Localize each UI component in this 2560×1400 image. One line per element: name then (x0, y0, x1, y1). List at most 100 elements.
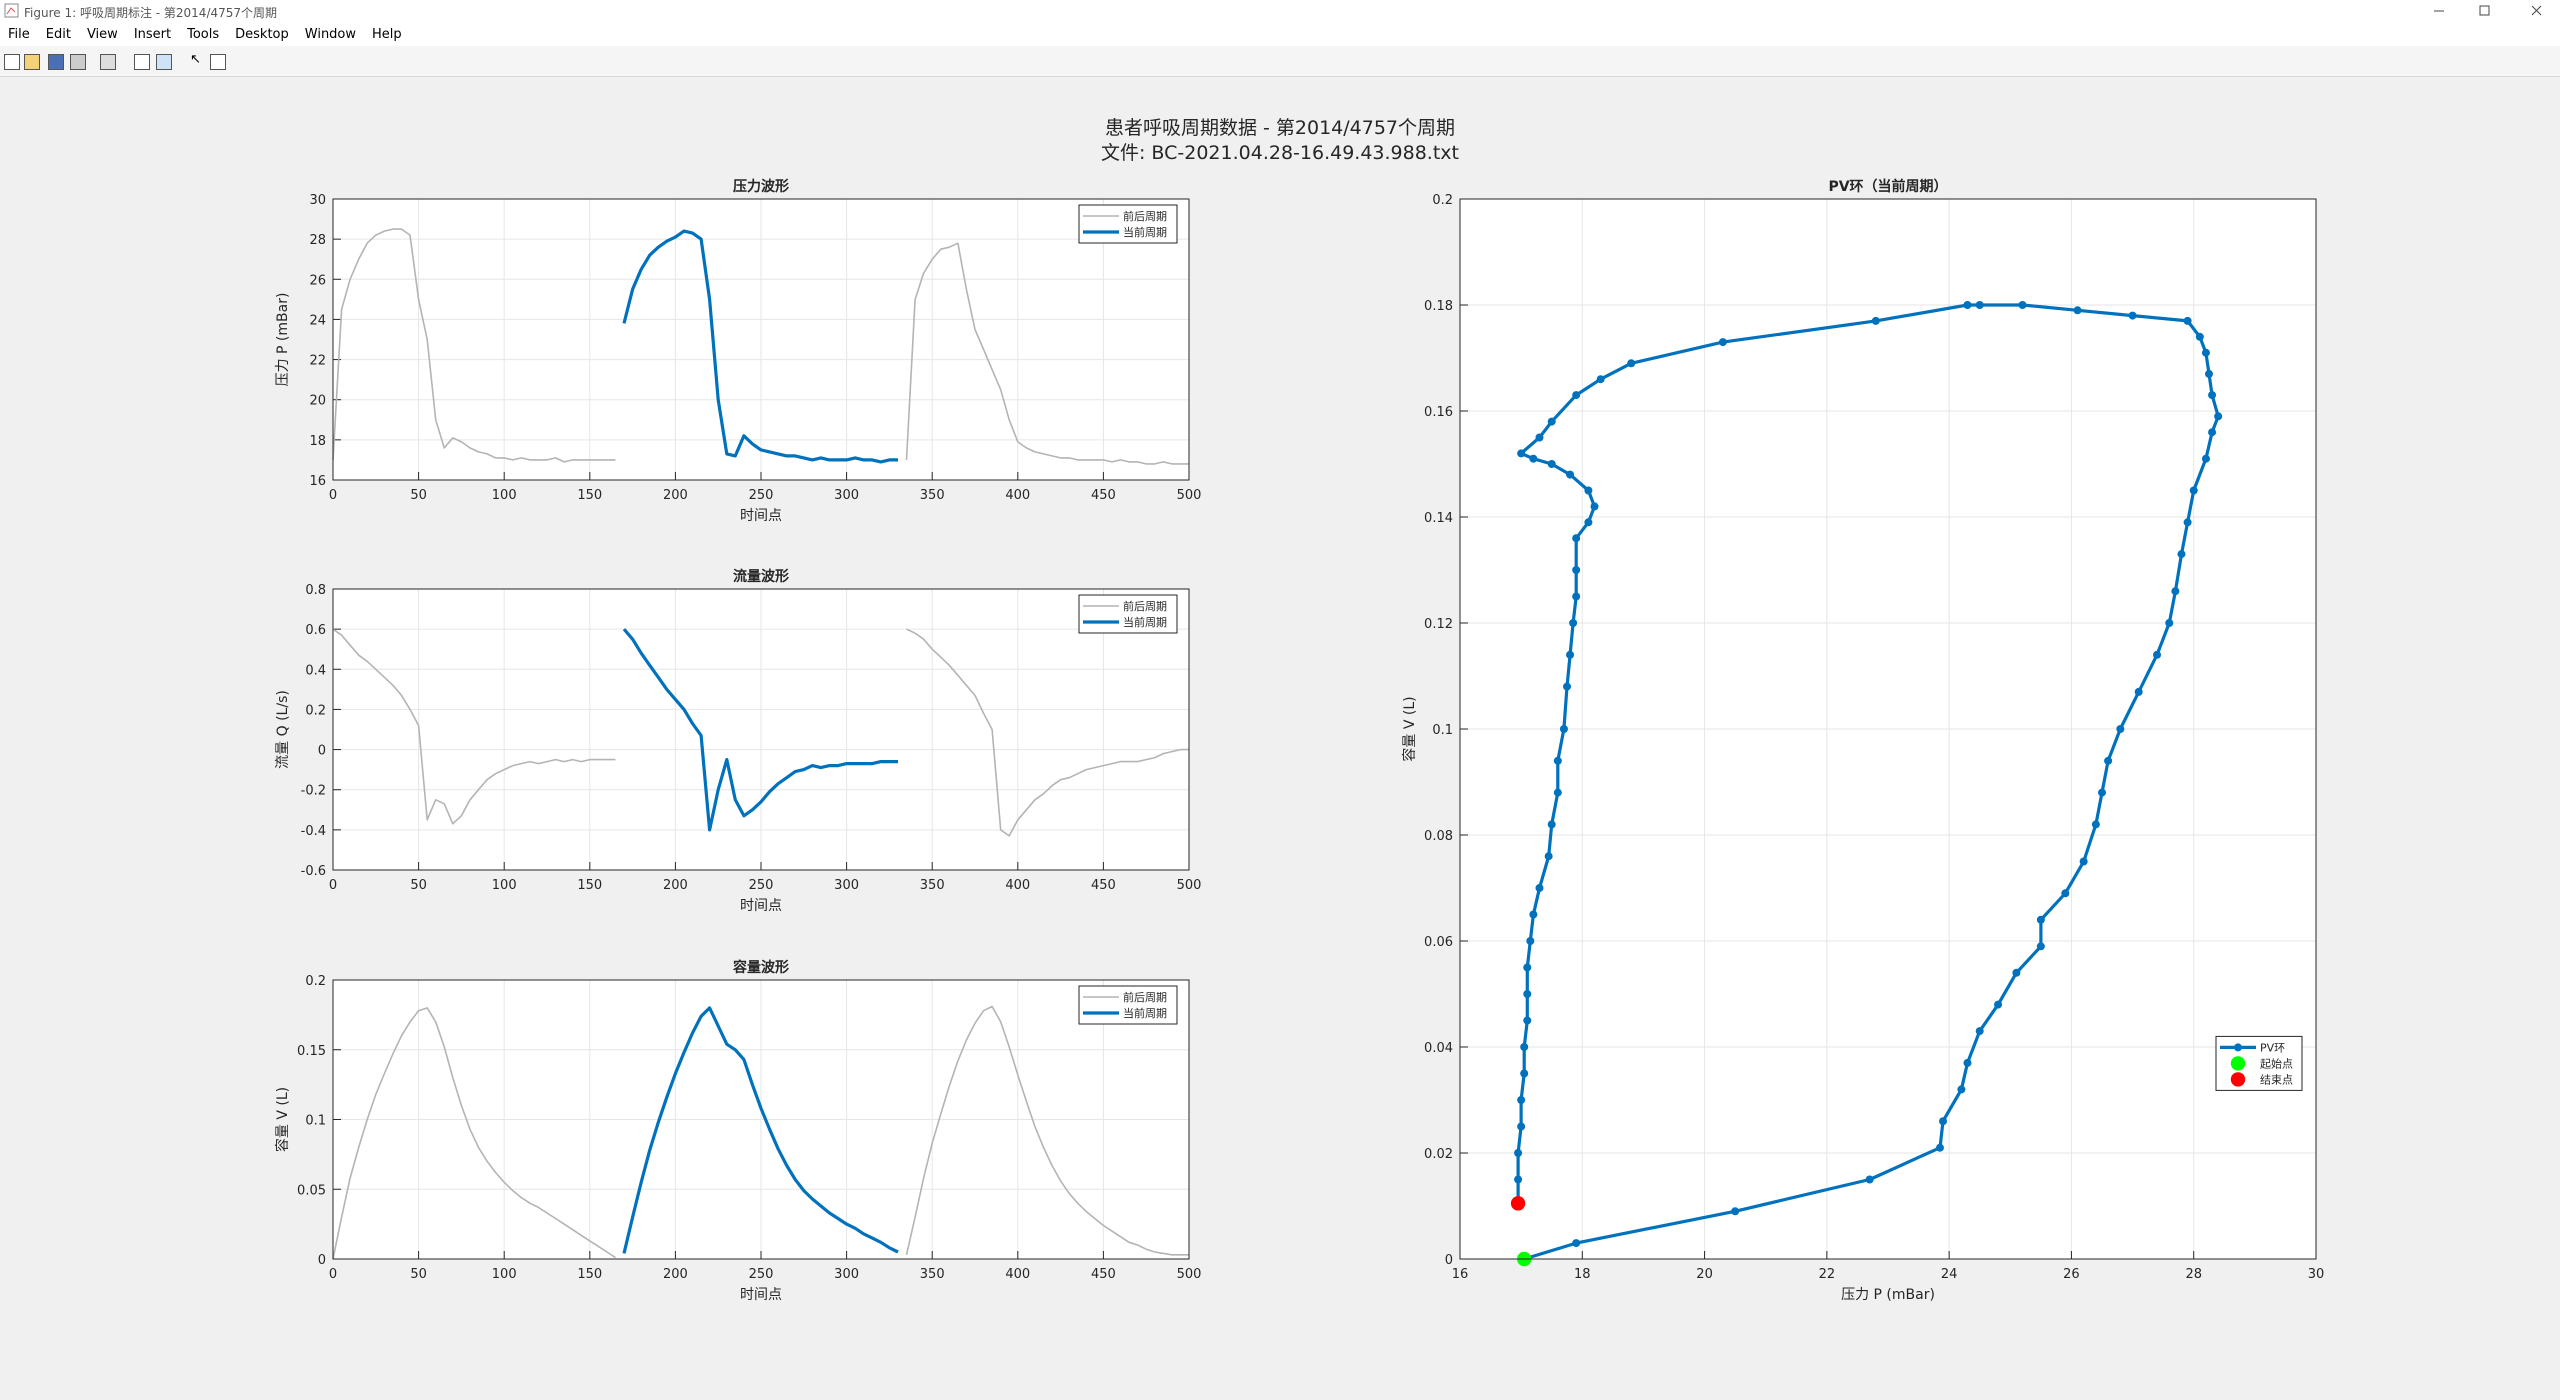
data-point (1994, 1000, 2003, 1009)
menu-item[interactable]: Desktop (235, 27, 289, 42)
data-point (1572, 592, 1581, 601)
y-tick-label: 0.2 (305, 974, 326, 989)
data-point (2205, 369, 2213, 378)
y-tick-label: -0.6 (301, 864, 326, 879)
tool-link[interactable] (100, 54, 116, 70)
y-tick-label: 24 (309, 313, 326, 328)
axes-title: PV环（当前周期） (1828, 178, 1947, 195)
x-tick-label: 500 (1177, 878, 1202, 893)
data-point (1865, 1175, 1874, 1184)
data-point (1563, 682, 1571, 691)
x-tick-label: 100 (492, 488, 517, 503)
tool-legend[interactable] (156, 54, 172, 70)
x-tick-label: 250 (749, 488, 774, 503)
menu-item[interactable]: Window (304, 27, 357, 42)
legend-label: 起始点 (2260, 1056, 2293, 1070)
data-point (1935, 1143, 1944, 1152)
data-point (1963, 301, 1972, 309)
window-controls[interactable] (2420, 0, 2560, 22)
menu-item[interactable]: Help (372, 27, 402, 42)
x-tick-label: 20 (1696, 1267, 1713, 1282)
tool-save[interactable] (48, 54, 64, 70)
y-tick-label: 0.18 (1424, 299, 1453, 314)
data-point (1975, 301, 1984, 309)
data-point (2183, 518, 2192, 527)
y-tick-label: 0.15 (297, 1044, 326, 1059)
menu-item[interactable]: Edit (45, 27, 71, 42)
data-point (1517, 449, 1526, 458)
data-point (1544, 852, 1553, 861)
tool-pointer[interactable]: ↖ (190, 52, 201, 67)
data-point (1572, 1239, 1581, 1248)
data-point (2036, 942, 2045, 951)
x-tick-label: 400 (1005, 488, 1030, 503)
tool-property[interactable] (210, 54, 226, 70)
data-point (2208, 391, 2217, 400)
data-point (1957, 1085, 1966, 1094)
x-tick-label: 24 (1941, 1267, 1958, 1282)
menu-item[interactable]: Tools (187, 27, 220, 42)
x-tick-label: 150 (577, 1267, 602, 1282)
data-point (2165, 619, 2174, 627)
y-tick-label: -0.2 (301, 784, 326, 799)
data-point (1566, 650, 1575, 659)
y-tick-label: 28 (309, 233, 326, 248)
data-point (1547, 417, 1556, 426)
data-point (1939, 1117, 1948, 1126)
menu-item[interactable]: View (86, 27, 118, 42)
tool-print[interactable] (70, 54, 86, 70)
y-tick-label: 0.04 (1424, 1041, 1453, 1056)
axes-box (1459, 198, 2317, 1260)
x-tick-label: 30 (2308, 1267, 2325, 1282)
data-point (1514, 1149, 1523, 1157)
figure-subtitle: 文件: BC-2021.04.28-16.49.43.988.txt (1101, 142, 1459, 164)
data-point (1553, 788, 1562, 797)
legend-box (1078, 985, 1178, 1025)
data-point (2189, 486, 2198, 495)
legend-marker (2230, 1072, 2246, 1087)
axes-title: 压力波形 (733, 178, 789, 195)
x-tick-label: 16 (1452, 1267, 1469, 1282)
menu-item[interactable]: Insert (133, 27, 172, 42)
y-tick-label: 0.05 (297, 1183, 326, 1198)
x-tick-label: 100 (492, 878, 517, 893)
data-point (2201, 348, 2210, 357)
menu-item[interactable]: File (8, 27, 30, 42)
data-point (1627, 359, 1636, 368)
y-tick-label: 0 (318, 1253, 326, 1268)
y-tick-label: 26 (309, 273, 326, 288)
data-point (1523, 963, 1532, 972)
data-point (1547, 820, 1556, 829)
y-tick-label: 30 (309, 193, 326, 208)
x-tick-label: 50 (410, 488, 427, 503)
axes-title: 流量波形 (733, 568, 789, 585)
axes-title: 容量波形 (732, 959, 789, 976)
legend-marker (2230, 1056, 2246, 1071)
x-tick-label: 500 (1177, 1267, 1202, 1282)
data-point (2171, 587, 2180, 596)
data-point (1520, 1069, 1529, 1078)
tool-colorbar[interactable] (134, 54, 150, 70)
y-tick-label: 22 (309, 354, 326, 369)
y-tick-label: -0.4 (301, 824, 326, 839)
tool-open[interactable] (24, 54, 40, 70)
legend-marker (2234, 1043, 2242, 1052)
tool-new[interactable] (4, 54, 20, 70)
y-tick-label: 0.16 (1424, 405, 1453, 420)
data-point (1590, 502, 1599, 511)
y-tick-label: 0.4 (305, 663, 326, 678)
x-axis-label: 压力 P (mBar) (1841, 1287, 1935, 1303)
x-tick-label: 350 (920, 1267, 945, 1282)
legend-label: 结束点 (2260, 1073, 2293, 1086)
y-tick-label: 16 (309, 474, 326, 489)
data-point (2195, 332, 2204, 341)
data-point (1572, 566, 1581, 574)
data-point (2153, 650, 2162, 659)
legend-label: 当前周期 (1123, 1006, 1167, 1020)
data-point (1566, 470, 1575, 479)
axes-box (332, 588, 1190, 871)
data-point (1517, 1096, 1526, 1104)
data-point (1596, 375, 1605, 384)
x-axis-label: 时间点 (740, 1287, 782, 1303)
x-tick-label: 450 (1091, 488, 1116, 503)
